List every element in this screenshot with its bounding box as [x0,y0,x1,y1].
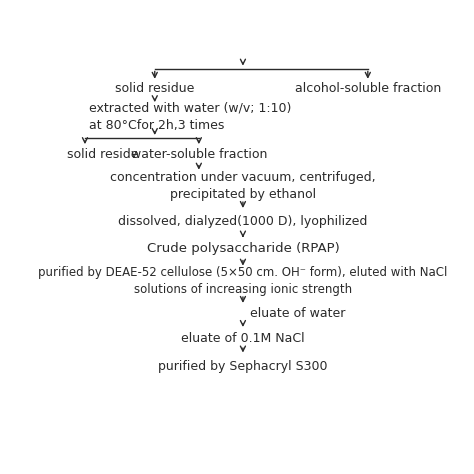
Text: alcohol-soluble fraction: alcohol-soluble fraction [295,82,441,95]
Text: concentration under vacuum, centrifuged,
precipitated by ethanol: concentration under vacuum, centrifuged,… [110,171,376,201]
Text: Crude polysaccharide (RPAP): Crude polysaccharide (RPAP) [146,242,339,255]
Text: eluate of 0.1M NaCl: eluate of 0.1M NaCl [181,332,305,345]
Text: purified by DEAE-52 cellulose (5×50 cm. OH⁻ form), eluted with NaCl
solutions of: purified by DEAE-52 cellulose (5×50 cm. … [38,266,447,296]
Text: extracted with water (w/v; 1:10)
at 80°Cfor 2h,3 times: extracted with water (w/v; 1:10) at 80°C… [89,102,291,132]
Text: purified by Sephacryl S300: purified by Sephacryl S300 [158,360,328,373]
Text: dissolved, dialyzed(1000 D), lyophilized: dissolved, dialyzed(1000 D), lyophilized [118,215,368,228]
Text: water-soluble fraction: water-soluble fraction [131,148,267,161]
Text: eluate of water: eluate of water [250,307,346,319]
Text: solid residue: solid residue [115,82,194,95]
Text: solid reside: solid reside [66,148,138,161]
